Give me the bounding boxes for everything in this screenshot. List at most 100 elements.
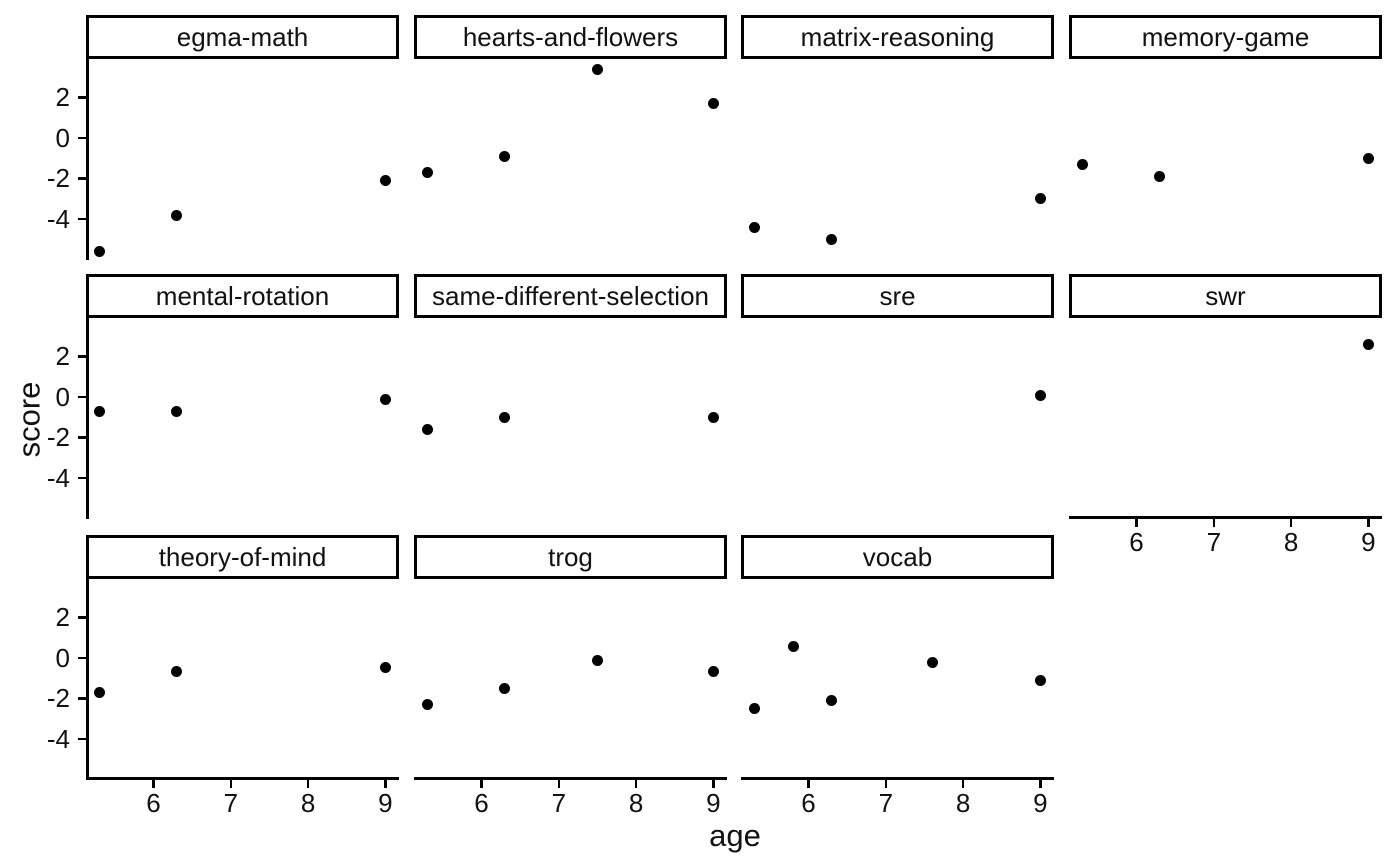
data-point	[93, 405, 105, 417]
data-point	[1362, 339, 1374, 351]
y-tick-mark	[78, 96, 86, 99]
facet-panel-hearts-and-flowers	[414, 59, 727, 260]
facet-panel-theory-of-mind: 2 0 -2 -4 6 7 8 9	[47, 579, 399, 818]
y-tick-mark	[78, 395, 86, 399]
facet-title: matrix-reasoning	[800, 21, 995, 52]
facet-title: vocab	[862, 541, 933, 572]
data-point	[748, 703, 760, 715]
facet-panel-swr: 6 7 8 9	[1069, 318, 1382, 557]
y-tick-mark	[78, 136, 86, 140]
x-tick-label: 8	[628, 788, 644, 818]
facet-panel-memory-game	[1069, 59, 1382, 260]
x-tick-mark	[384, 780, 387, 788]
x-axis-title: age	[709, 818, 761, 853]
data-point	[421, 167, 433, 179]
x-tick-label: 8	[955, 788, 971, 818]
x-tick-mark	[1212, 519, 1216, 527]
x-tick-label: 7	[223, 788, 239, 818]
y-tick-mark	[78, 355, 86, 358]
y-axis-line	[86, 59, 89, 260]
x-axis-line	[414, 777, 727, 780]
facet-title: trog	[548, 541, 593, 572]
data-point	[1034, 674, 1046, 686]
x-tick-mark	[152, 780, 155, 788]
y-tick-label: 0	[55, 122, 70, 153]
data-point	[826, 233, 838, 245]
y-tick-mark	[78, 436, 86, 439]
data-point	[499, 683, 511, 695]
data-point	[1362, 152, 1374, 164]
facet-strip-egma-math: egma-math	[86, 15, 399, 59]
facet-title: theory-of-mind	[158, 541, 327, 572]
x-tick-mark	[807, 780, 810, 788]
facet-strip-matrix-reasoning: matrix-reasoning	[741, 15, 1054, 59]
y-tick-label: 0	[55, 381, 70, 412]
x-tick-label: 6	[1129, 527, 1144, 557]
y-axis-line	[86, 579, 89, 780]
facet-title: mental-rotation	[155, 280, 330, 311]
facet-strip-same-different-selection: same-different-selection	[414, 274, 727, 318]
facet-title: swr	[1205, 280, 1246, 311]
data-point	[421, 699, 433, 711]
facet-panel-vocab: 6 7 8 9	[741, 579, 1054, 818]
x-tick-mark	[480, 780, 483, 788]
facet-panel-sre	[741, 318, 1054, 519]
x-tick-label: 8	[300, 788, 316, 818]
data-point	[499, 150, 511, 162]
data-point	[171, 209, 183, 221]
facet-title: hearts-and-flowers	[462, 21, 679, 52]
data-point	[707, 665, 719, 677]
x-tick-mark	[1039, 780, 1042, 788]
facet-strip-memory-game: memory-game	[1069, 15, 1382, 59]
facet-panel-egma-math: 2 0 -2 -4	[47, 59, 399, 260]
data-point	[826, 695, 838, 707]
data-point	[748, 221, 760, 233]
facet-title: same-different-selection	[432, 280, 709, 311]
x-axis-line	[741, 777, 1054, 780]
data-point	[499, 411, 511, 423]
y-tick-mark	[78, 217, 86, 221]
data-point	[591, 63, 603, 75]
y-tick-label: -2	[46, 163, 70, 194]
facet-strip-trog: trog	[414, 535, 727, 579]
facet-strip-mental-rotation: mental-rotation	[86, 274, 399, 318]
x-tick-label: 9	[378, 788, 393, 818]
y-tick-label: -4	[46, 462, 70, 493]
y-tick-label: -2	[46, 683, 70, 714]
data-point	[1076, 159, 1088, 171]
data-point	[379, 393, 391, 405]
data-point	[926, 656, 938, 668]
x-tick-label: 6	[801, 788, 816, 818]
y-tick-label: 2	[55, 602, 70, 633]
data-point	[707, 411, 719, 423]
y-tick-mark	[78, 737, 86, 741]
facet-strip-hearts-and-flowers: hearts-and-flowers	[414, 15, 727, 59]
y-tick-mark	[78, 177, 86, 180]
x-tick-mark	[557, 780, 561, 788]
x-tick-label: 7	[551, 788, 567, 818]
x-tick-mark	[229, 780, 233, 788]
data-point	[1154, 171, 1166, 183]
x-axis-line	[1069, 516, 1382, 519]
x-tick-label: 7	[1206, 527, 1222, 557]
data-point	[171, 405, 183, 417]
x-tick-mark	[1289, 519, 1293, 527]
y-axis-line	[86, 318, 89, 519]
facet-panel-trog: 6 7 8 9	[414, 579, 727, 818]
data-point	[93, 687, 105, 699]
y-tick-mark	[78, 697, 86, 700]
x-tick-mark	[306, 780, 310, 788]
y-tick-label: 2	[55, 341, 70, 372]
facet-title: sre	[879, 280, 916, 311]
data-point	[379, 175, 391, 187]
x-tick-label: 7	[878, 788, 894, 818]
x-tick-label: 9	[1033, 788, 1048, 818]
y-tick-label: 0	[55, 642, 70, 673]
y-tick-label: -4	[46, 203, 70, 234]
data-point	[171, 665, 183, 677]
x-tick-mark	[712, 780, 715, 788]
data-point	[1034, 193, 1046, 205]
y-tick-label: -2	[46, 422, 70, 453]
data-point	[379, 661, 391, 673]
